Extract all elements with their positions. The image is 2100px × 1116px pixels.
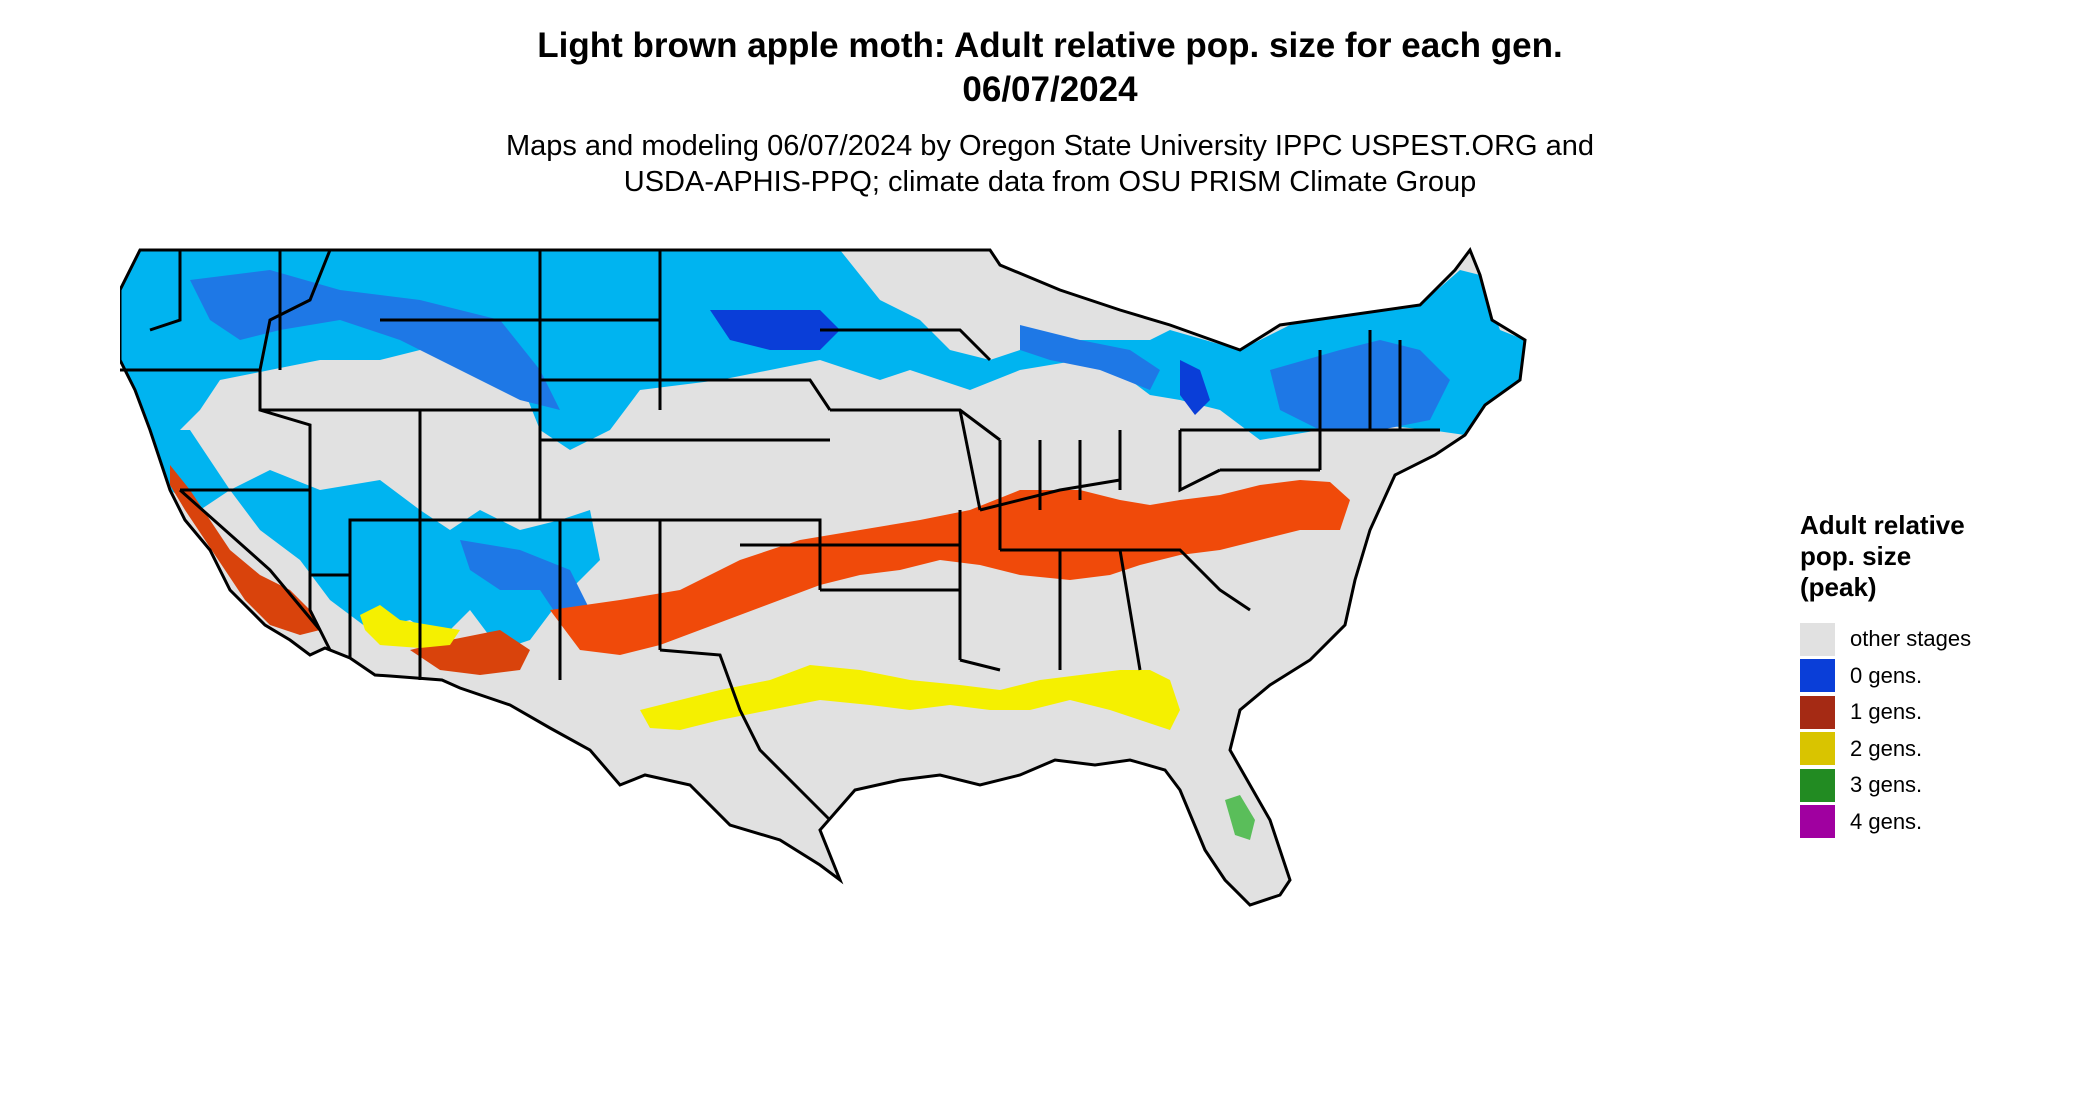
legend-swatch (1800, 659, 1835, 693)
zone-yellow-2gen-southwest (360, 605, 460, 648)
legend-title-line-1: Adult relative (1800, 510, 1965, 540)
legend-label: 2 gens. (1850, 735, 1923, 761)
zone-mid-blue-northeast (1270, 340, 1450, 430)
zone-dark-blue-dakotas (710, 310, 840, 350)
zone-orange-1gen-band (550, 480, 1350, 655)
legend: Adult relative pop. size (peak) other st… (1800, 510, 2090, 840)
legend-item-0-gens: 0 gens. (1800, 658, 2090, 695)
map-title: Light brown apple moth: Adult relative p… (0, 24, 2100, 112)
legend-title: Adult relative pop. size (peak) (1800, 510, 2090, 603)
zone-orange-southwest (410, 630, 530, 675)
zone-light-blue-north (120, 250, 1525, 460)
legend-swatch (1800, 695, 1835, 729)
legend-item-3-gens: 3 gens. (1800, 767, 2090, 804)
legend-item-2-gens: 2 gens. (1800, 731, 2090, 768)
legend-label: 1 gens. (1850, 699, 1923, 725)
legend-title-line-2: pop. size (1800, 541, 1912, 571)
legend-swatch (1800, 805, 1835, 839)
legend-label: 3 gens. (1850, 772, 1923, 798)
legend-swatch (1800, 732, 1835, 766)
us-map (120, 248, 1527, 907)
zone-mid-blue-greatlakes (1020, 325, 1160, 390)
legend-item-1-gens: 1 gens. (1800, 694, 2090, 731)
legend-item-4-gens: 4 gens. (1800, 804, 2090, 841)
zone-yellow-2gen-gulf (640, 665, 1180, 730)
subtitle-line-2: USDA-APHIS-PPQ; climate data from OSU PR… (623, 166, 1477, 198)
zone-green-3gen-florida (1225, 795, 1255, 840)
legend-label: 4 gens. (1850, 808, 1923, 834)
legend-swatch (1800, 622, 1835, 656)
title-line-1: Light brown apple moth: Adult relative p… (537, 26, 1563, 65)
legend-label: 0 gens. (1850, 662, 1923, 688)
zone-orange-california (170, 465, 320, 635)
title-line-2: 06/07/2024 (962, 70, 1138, 109)
subtitle-line-1: Maps and modeling 06/07/2024 by Oregon S… (505, 130, 1595, 162)
zone-light-blue-west (140, 430, 600, 650)
map-subtitle: Maps and modeling 06/07/2024 by Oregon S… (0, 128, 2100, 200)
legend-item-other-stages: other stages (1800, 621, 2090, 658)
state-borders (120, 248, 1527, 907)
legend-title-line-3: (peak) (1800, 572, 1877, 602)
zone-dark-blue-michigan (1180, 360, 1210, 415)
legend-swatch (1800, 768, 1835, 802)
zone-mid-blue-southwest (460, 540, 590, 620)
population-overlay (120, 250, 1525, 840)
zone-mid-blue-rockies (190, 270, 560, 410)
legend-label: other stages (1850, 626, 1972, 652)
